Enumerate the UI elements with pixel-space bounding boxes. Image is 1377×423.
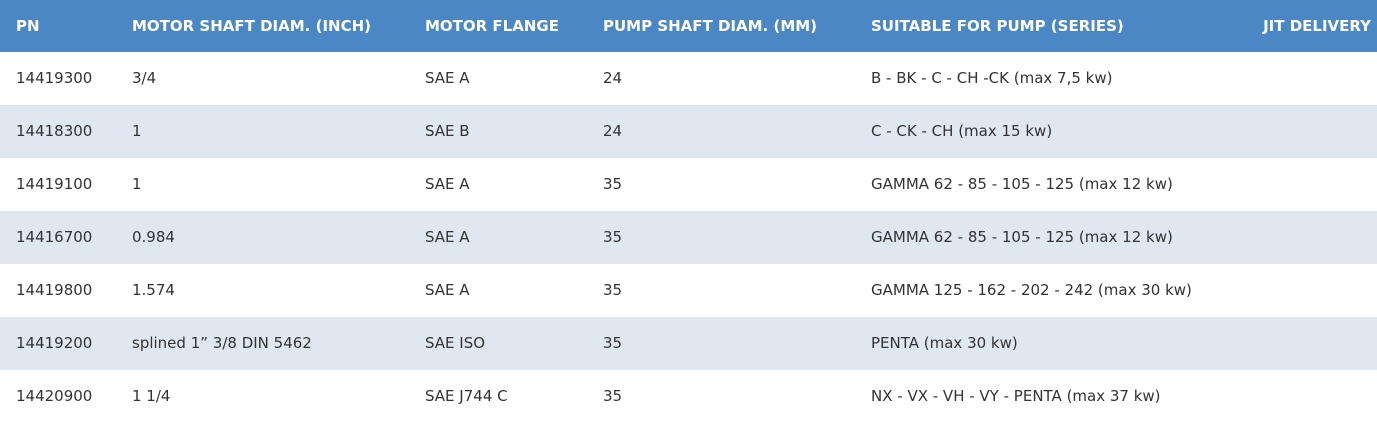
table-cell: 1 1/4 [132,387,171,405]
column-header: MOTOR FLANGE [425,17,559,35]
table-cell: 35 [603,334,623,352]
column-header: SUITABLE FOR PUMP (SERIES) [871,17,1124,35]
table-cell: B - BK - C - CH -CK (max 7,5 kw) [871,69,1113,87]
table-cell: 24 [603,122,623,140]
table-cell: 14419200 [16,334,93,352]
table-cell: 3/4 [132,69,157,87]
table-row: 14420900 1 1/4 SAE J744 C 35 NX - VX - VH - … [0,370,1377,423]
table-cell: SAE B [425,122,470,140]
table-cell: SAE ISO [425,334,486,352]
table-cell: PENTA (max 30 kw) [871,334,1018,352]
table-cell: 1 [132,175,142,193]
table-cell: 35 [603,228,623,246]
table-cell: 1 [132,122,142,140]
column-header: JIT DELIVERY [1263,17,1371,35]
table-cell: SAE A [425,69,470,87]
table-cell: 35 [603,387,623,405]
table-cell: SAE A [425,228,470,246]
table-cell: 35 [603,175,623,193]
table-header: PN MOTOR SHAFT DIAM. (INCH) MOTOR FLANGE PU… [0,0,1377,52]
table-row: 14419300 3/4 SAE A 24 B - BK - C - CH -CK (m… [0,52,1377,105]
table-cell: 14419300 [16,69,93,87]
table-row: 14419100 1 SAE A 35 GAMMA 62 - 85 - 105 - 12… [0,158,1377,211]
table-row: 14419800 1.574 SAE A 35 GAMMA 125 - 162 - 20… [0,264,1377,317]
table-row: 14418300 1 SAE B 24 C - CK - CH (max 15 kw) [0,105,1377,158]
table-cell: GAMMA 62 - 85 - 105 - 125 (max 12 kw) [871,175,1173,193]
table-cell: 24 [603,69,623,87]
column-header: PUMP SHAFT DIAM. (MM) [603,17,818,35]
table-cell: 14416700 [16,228,93,246]
column-header: PN [16,17,40,35]
table-cell: SAE A [425,175,470,193]
table-cell: C - CK - CH (max 15 kw) [871,122,1053,140]
table-cell: 1.574 [132,281,175,299]
column-header: MOTOR SHAFT DIAM. (INCH) [132,17,371,35]
table-cell: GAMMA 62 - 85 - 105 - 125 (max 12 kw) [871,228,1173,246]
table-cell: SAE A [425,281,470,299]
table-cell: GAMMA 125 - 162 - 202 - 242 (max 30 kw) [871,281,1192,299]
table-row: 14416700 0.984 SAE A 35 GAMMA 62 - 85 - 105 … [0,211,1377,264]
table-cell: 14419800 [16,281,93,299]
table-cell: 14420900 [16,387,93,405]
table-row: 14419200 splined 1” 3/8 DIN 5462 SAE ISO 35… [0,317,1377,370]
table-cell: 14419100 [16,175,93,193]
table-cell: 14418300 [16,122,93,140]
table-cell: splined 1” 3/8 DIN 5462 [132,334,312,352]
table-cell: 35 [603,281,623,299]
table-cell: 0.984 [132,228,175,246]
table-cell: NX - VX - VH - VY - PENTA (max 37 kw) [871,387,1161,405]
table-cell: SAE J744 C [425,387,508,405]
